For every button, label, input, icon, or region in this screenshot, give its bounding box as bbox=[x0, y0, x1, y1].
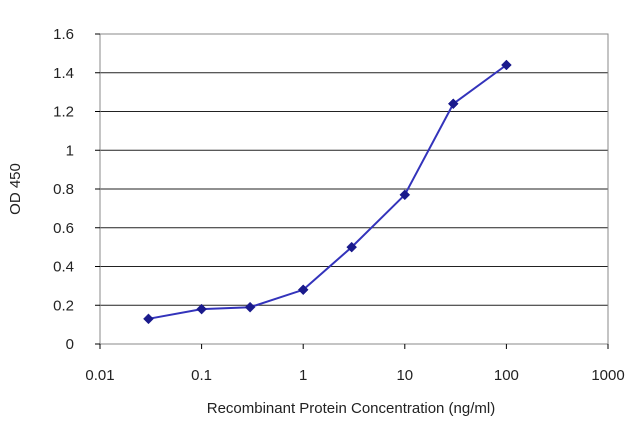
x-tick-label: 1 bbox=[299, 367, 307, 384]
y-tick-label: 0 bbox=[66, 336, 74, 353]
data-point bbox=[143, 313, 154, 325]
data-series bbox=[143, 59, 512, 325]
x-tick-label: 1000 bbox=[591, 367, 624, 384]
y-axis: 0 0.2 0.4 0.6 0.8 1 1.2 1.4 1.6 bbox=[53, 26, 100, 353]
data-point bbox=[447, 98, 459, 110]
x-axis: 0.01 0.1 1 10 100 1000 bbox=[85, 344, 625, 384]
x-tick-label: 0.1 bbox=[191, 367, 212, 384]
data-point bbox=[346, 241, 358, 253]
y-tick-label: 0.6 bbox=[53, 220, 74, 237]
y-tick-label: 1.2 bbox=[53, 104, 74, 121]
series-line bbox=[148, 64, 507, 320]
data-point bbox=[501, 59, 512, 71]
y-tick-label: 0.4 bbox=[53, 259, 74, 276]
x-tick-label: 0.01 bbox=[85, 367, 114, 384]
data-point bbox=[244, 301, 256, 313]
x-tick-label: 100 bbox=[494, 367, 519, 384]
y-tick-label: 1 bbox=[66, 142, 74, 159]
y-tick-label: 0.8 bbox=[53, 181, 74, 198]
x-tick-label: 10 bbox=[396, 367, 413, 384]
y-tick-label: 1.6 bbox=[53, 26, 74, 43]
data-point bbox=[297, 284, 309, 296]
y-tick-label: 1.4 bbox=[53, 65, 74, 82]
data-point bbox=[196, 303, 207, 315]
y-axis-title: OD 450 bbox=[7, 163, 24, 215]
y-tick-label: 0.2 bbox=[53, 297, 74, 314]
grid-lines bbox=[100, 72, 608, 306]
x-axis-title: Recombinant Protein Concentration (ng/ml… bbox=[207, 400, 495, 417]
data-point bbox=[399, 189, 411, 201]
